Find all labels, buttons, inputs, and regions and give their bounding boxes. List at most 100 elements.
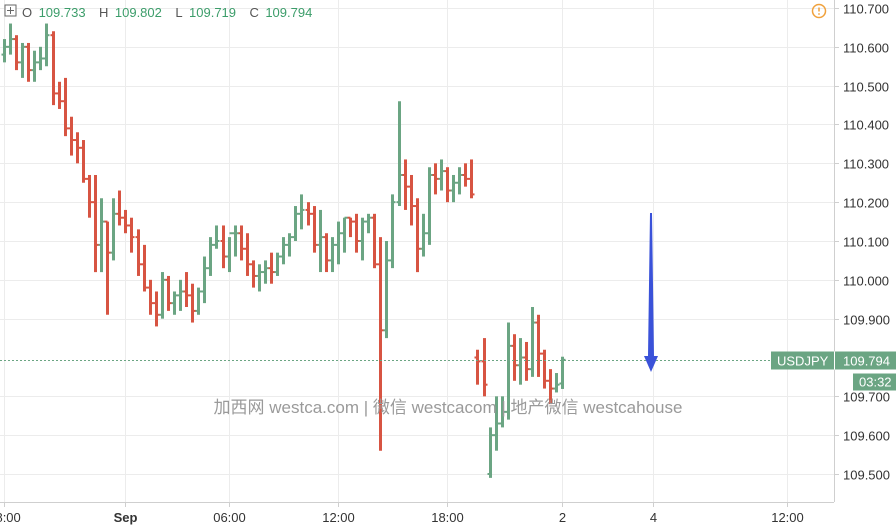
ohlc-bar (195, 287, 202, 315)
price-tick-label: 110.400 (843, 118, 889, 133)
ohlc-bar (31, 50, 38, 82)
ohlc-bar (317, 209, 324, 273)
ohlc-bar (462, 163, 469, 187)
ohlc-bar (80, 140, 87, 183)
square-plus-icon[interactable] (4, 4, 17, 17)
open-label: O (22, 5, 32, 20)
ohlc-bar (481, 338, 488, 397)
ohlc-bar (547, 369, 554, 405)
ohlc-bar (250, 260, 257, 288)
ohlc-bar (201, 256, 208, 304)
ohlc-bar (68, 116, 75, 156)
ohlc-bar (92, 174, 99, 273)
price-tick-label: 109.700 (843, 390, 890, 405)
price-tick-label: 110.300 (843, 157, 889, 172)
ohlc-bar (74, 132, 81, 164)
ohlc-bar (207, 237, 214, 276)
ohlc-bar (377, 237, 384, 451)
time-tick-label: 4 (650, 510, 657, 525)
price-tick-label: 110.700 (843, 2, 889, 17)
close-value: 109.794 (265, 5, 312, 20)
alert-circle-icon[interactable] (811, 3, 827, 19)
price-tick-label: 110.200 (843, 196, 889, 211)
high-value: 109.802 (115, 5, 162, 20)
ohlc-bar (110, 198, 117, 261)
price-badge: USDJPY 109.794 03:32 (771, 351, 896, 391)
low-label: L (175, 5, 182, 20)
ohlc-bar (213, 225, 220, 249)
price-badge-symbol: USDJPY (777, 354, 829, 369)
ohlc-bar (438, 159, 445, 191)
ohlc-bar (13, 35, 20, 71)
price-tick-label: 109.600 (843, 429, 890, 444)
price-tick-label: 109.900 (843, 313, 890, 328)
time-tick-label: 2 (559, 510, 566, 525)
ohlc-bar (389, 194, 396, 269)
price-badge-value: 109.794 (843, 354, 890, 369)
ohlc-bar (189, 283, 196, 323)
time-tick-label: 12:00 (771, 510, 804, 525)
close-label: C (249, 5, 258, 20)
ohlc-bar (347, 216, 354, 238)
ohlc-bar (122, 209, 129, 234)
time-tick-label: 06:00 (213, 510, 246, 525)
ohlc-bar (487, 427, 494, 478)
ohlc-bar (353, 213, 360, 253)
ohlc-bar (86, 174, 93, 218)
ohlc-bar (468, 159, 475, 199)
ohlc-bar (426, 167, 433, 245)
price-tick-label: 110.600 (843, 41, 889, 56)
ohlc-bar (256, 264, 263, 292)
svg-text:O 109.733 H: O 109.733 H 109.802 L 109.719 C 109.794 (22, 4, 312, 21)
ohlc-bar (311, 206, 318, 253)
ohlc-bar (262, 260, 269, 284)
ohlc-bar (50, 31, 57, 106)
ohlc-bar (147, 279, 154, 315)
ohlc-bar (517, 338, 524, 385)
ohlc-bar (183, 272, 190, 308)
time-axis[interactable]: 18:00 Sep 06:00 12:00 18:00 2 4 12:00 (0, 502, 804, 525)
price-tick-label: 110.100 (843, 235, 889, 250)
ohlc-bar (523, 341, 530, 381)
ohlc-bar (128, 217, 135, 253)
ohlc-bar (414, 198, 421, 273)
ohlc-bar (371, 213, 378, 269)
ohlc-bar (19, 42, 26, 78)
price-axis[interactable]: 110.700 110.600 110.500 110.400 110.300 110.2… (834, 2, 890, 483)
ohlc-bar (62, 77, 69, 137)
ohlc-bar (559, 356, 566, 389)
ohlc-bar (298, 194, 305, 230)
ohlc-bar (7, 23, 14, 55)
watermark: 加西网 westca.com | 微信 westcacom | 地产微信 wes… (214, 398, 683, 417)
ohlc-bar (383, 240, 390, 339)
ohlc-bar (226, 232, 233, 273)
ohlc-bar (402, 159, 409, 210)
ohlc-bar (220, 225, 227, 269)
price-tick-label: 109.500 (843, 468, 890, 483)
ohlc-bar (232, 225, 239, 257)
ohlc-bar (171, 291, 178, 315)
down-arrow-icon (644, 213, 658, 372)
time-tick-label: 18:00 (0, 510, 21, 525)
ohlc-bar (493, 396, 500, 451)
ohlc-bar (244, 233, 251, 276)
ohlc-bar (280, 237, 287, 265)
ohlc-bar (98, 198, 105, 273)
ohlc-bar (274, 252, 281, 276)
ohlc-bar (474, 349, 481, 385)
ohlc-bar (499, 396, 506, 428)
ohlc-bar (359, 217, 366, 261)
ohlc-bar (1, 39, 8, 63)
ohlc-bar (505, 322, 512, 420)
ohlc-bar (268, 252, 275, 284)
low-value: 109.719 (189, 5, 236, 20)
ohlc-bar (329, 237, 336, 273)
ohlc-bar (420, 213, 427, 257)
time-tick-label: 12:00 (322, 510, 355, 525)
ohlc-bar (177, 279, 184, 311)
price-tick-label: 110.000 (843, 274, 889, 289)
ohlc-legend: O 109.733 H 109.802 L 109.719 C 109.794 (4, 4, 312, 21)
ohlc-bar (159, 272, 166, 319)
